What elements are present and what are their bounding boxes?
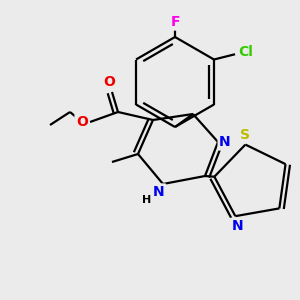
Text: N: N xyxy=(153,185,165,199)
Text: H: H xyxy=(142,195,152,205)
Text: O: O xyxy=(103,75,115,89)
Text: S: S xyxy=(240,128,250,142)
Text: O: O xyxy=(76,115,88,129)
Text: N: N xyxy=(219,135,231,149)
Text: Cl: Cl xyxy=(238,44,253,58)
Text: N: N xyxy=(232,219,243,233)
Text: F: F xyxy=(170,15,180,29)
